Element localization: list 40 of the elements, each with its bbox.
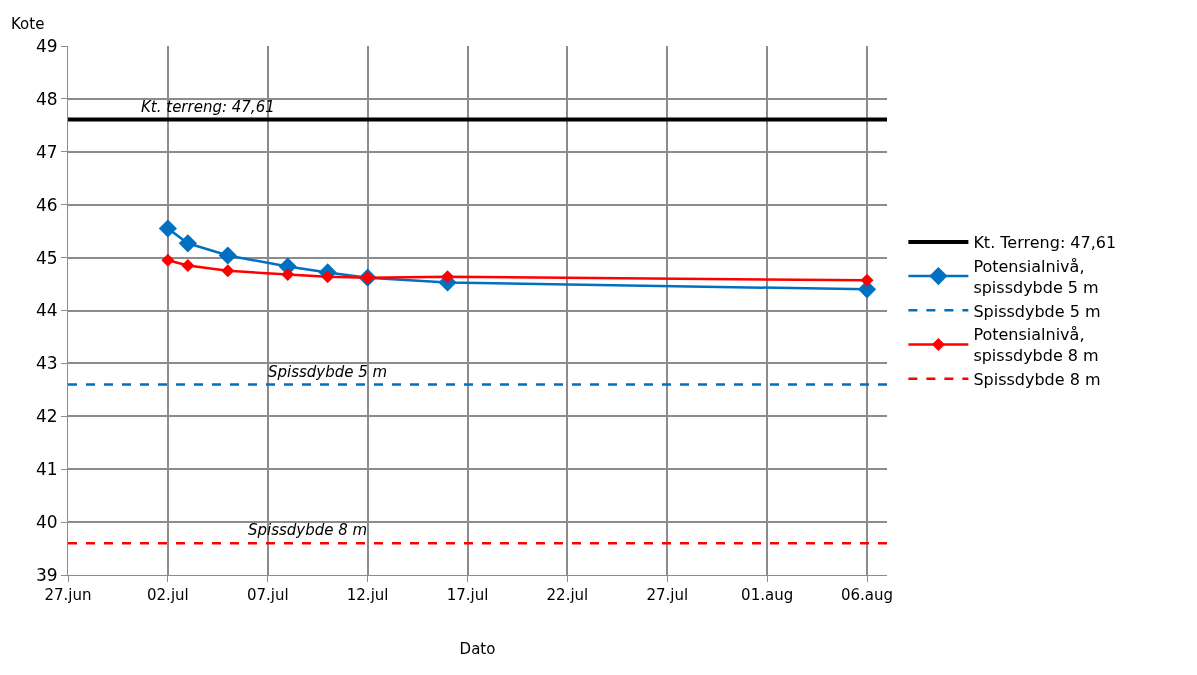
- x-axis-title: Dato: [459, 640, 496, 658]
- annotation: Spissdybde 8 m: [248, 521, 368, 539]
- y-tick-label: 44: [35, 300, 58, 321]
- y-tick-label: 49: [35, 35, 58, 56]
- legend-label: Potensialnivå, spissdybde 8 m: [973, 325, 1099, 366]
- y-tick-label: 48: [35, 88, 58, 109]
- x-tick-label: 01.aug: [741, 586, 794, 604]
- point: [441, 270, 455, 284]
- x-tick-label: 27.jul: [646, 586, 689, 604]
- legend-label: Spissdybde 8 m: [973, 369, 1101, 389]
- y-tick-label: 39: [35, 564, 58, 585]
- point: [218, 246, 237, 265]
- y-tick-label: 41: [35, 459, 58, 480]
- point: [181, 259, 195, 273]
- y-tick-label: 46: [35, 194, 58, 215]
- point: [221, 264, 235, 278]
- point: [178, 234, 197, 253]
- y-axis-title: Kote: [11, 15, 45, 33]
- point: [158, 219, 177, 238]
- legend-label: Spissdybde 5 m: [973, 301, 1101, 321]
- y-tick-label: 43: [35, 353, 58, 374]
- point: [281, 268, 295, 282]
- x-tick-label: 27.jun: [44, 586, 92, 604]
- x-tick-label: 02.jul: [147, 586, 189, 604]
- x-tick-label: 06.aug: [840, 586, 894, 604]
- y-tick-label: 45: [35, 247, 58, 268]
- point: [321, 270, 335, 284]
- x-tick-label: 12.jul: [346, 586, 389, 604]
- legend-label: Potensialnivå, spissdybde 5 m: [973, 256, 1099, 297]
- legend-label: Kt. Terreng: 47,61: [973, 233, 1117, 253]
- annotation: Spissdybde 5 m: [268, 363, 388, 381]
- y-tick-label: 40: [35, 512, 58, 533]
- point: [860, 273, 874, 287]
- y-tick-label: 47: [35, 141, 58, 162]
- x-tick-label: 17.jul: [446, 586, 489, 604]
- point: [161, 253, 175, 267]
- y-tick-label: 42: [35, 406, 58, 427]
- x-tick-label: 22.jul: [546, 586, 589, 604]
- annotation: Kt. terreng: 47,61: [141, 98, 275, 116]
- x-tick-label: 07.jul: [246, 586, 289, 604]
